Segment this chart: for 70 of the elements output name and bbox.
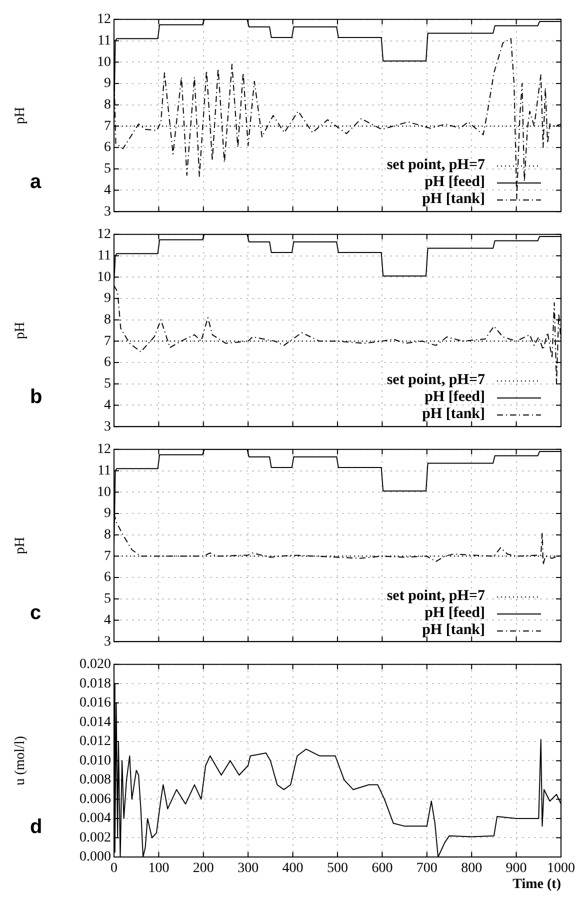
y-tick-label: 5 — [104, 376, 111, 392]
y-tick-label: 4 — [104, 398, 111, 413]
y-tick-label: 11 — [98, 33, 111, 48]
legend-label: pH [feed] — [424, 174, 485, 191]
y-tick-label: 12 — [97, 227, 111, 242]
y-axis-title: pH — [13, 536, 28, 554]
y-tick-label: 3 — [104, 204, 111, 220]
y-tick-label: 9 — [104, 76, 111, 92]
x-tick-label: 300 — [238, 861, 259, 876]
text: b — [30, 386, 42, 409]
y-axis-title: pH — [13, 322, 28, 340]
y-tick-label: 5 — [104, 592, 111, 607]
y-tick-label: 9 — [104, 506, 111, 522]
x-tick-label: 600 — [372, 861, 393, 876]
x-tick-label: 100 — [148, 861, 170, 876]
x-tick-label: 900 — [506, 861, 527, 876]
y-tick-label: 0.014 — [80, 714, 111, 730]
x-tick-label: 200 — [192, 861, 214, 876]
x-tick-label: 400 — [282, 861, 304, 876]
y-tick-label: 0.000 — [80, 850, 111, 865]
legend-label: pH [feed] — [424, 605, 485, 622]
y-axis-title: u (mol/l) — [13, 736, 28, 786]
y-tick-label: 4 — [104, 182, 111, 198]
y-tick-label: 10 — [97, 54, 111, 70]
y-axis-title: pH — [13, 106, 28, 124]
legend-label: pH [tank] — [422, 406, 485, 423]
y-tick-label: 10 — [97, 270, 111, 285]
y-tick-label: 10 — [97, 484, 111, 500]
text: c — [30, 602, 42, 625]
y-tick-label: 0.012 — [80, 734, 111, 750]
x-tick-label: 700 — [416, 861, 438, 876]
y-tick-label: 7 — [104, 334, 111, 349]
y-tick-label: 11 — [98, 463, 111, 478]
legend-label: pH [tank] — [422, 622, 485, 639]
y-tick-label: 6 — [104, 355, 111, 370]
legend-label: pH [feed] — [424, 389, 485, 406]
y-tick-label: 3 — [104, 634, 111, 650]
y-tick-label: 0.016 — [80, 696, 111, 711]
y-tick-label: 6 — [104, 140, 111, 156]
y-tick-label: 0.020 — [80, 657, 111, 672]
y-tick-label: 0.004 — [80, 811, 111, 826]
legend-label: pH [tank] — [422, 191, 485, 208]
y-tick-label: 12 — [97, 12, 111, 28]
y-tick-label: 0.002 — [80, 830, 111, 846]
y-tick-label: 8 — [104, 312, 111, 328]
legend-label: set point, pH=7 — [386, 157, 485, 174]
x-tick-label: 500 — [327, 861, 348, 876]
y-tick-label: 11 — [98, 248, 111, 264]
y-tick-label: 7 — [104, 118, 111, 134]
x-tick-label: 800 — [461, 861, 482, 876]
y-tick-label: 12 — [97, 442, 111, 458]
text: a — [30, 171, 42, 194]
legend-label: set point, pH=7 — [386, 372, 485, 389]
y-tick-label: 7 — [104, 548, 111, 564]
y-tick-label: 9 — [104, 291, 111, 306]
y-tick-label: 0.006 — [80, 792, 111, 807]
y-tick-label: 8 — [104, 527, 111, 542]
y-tick-label: 6 — [104, 570, 111, 586]
y-tick-label: 0.008 — [80, 772, 111, 788]
y-tick-label: 0.010 — [80, 753, 111, 768]
legend-label: set point, pH=7 — [386, 588, 485, 605]
text: d — [30, 816, 42, 839]
y-tick-label: 8 — [104, 97, 111, 112]
y-tick-label: 0.018 — [80, 676, 111, 692]
y-tick-label: 5 — [104, 162, 111, 177]
x-axis-title: Time (t) — [512, 877, 562, 892]
y-tick-label: 4 — [104, 612, 111, 628]
y-tick-label: 3 — [104, 419, 111, 434]
x-tick-label: 0 — [110, 861, 118, 876]
x-tick-label: 1000 — [547, 861, 575, 876]
